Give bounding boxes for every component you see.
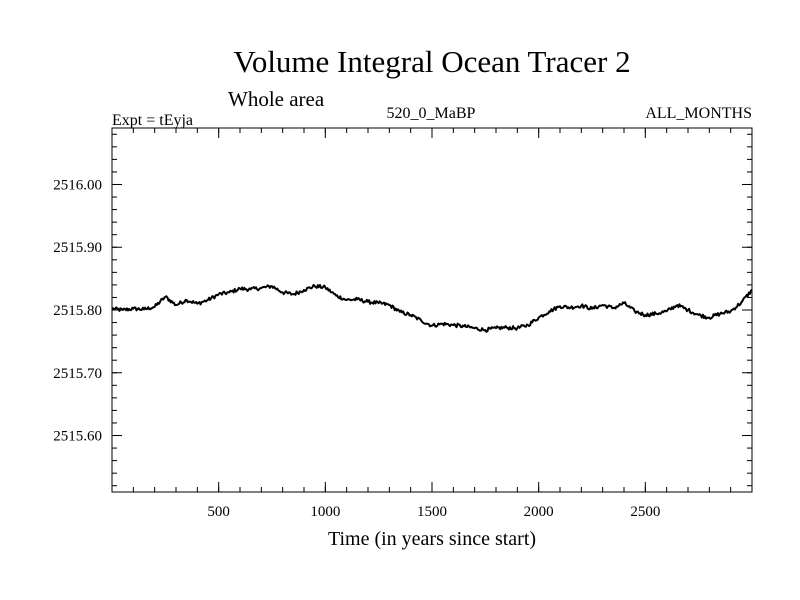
y-tick-label: 2515.90	[53, 240, 102, 256]
x-tick-label: 1500	[417, 504, 447, 520]
x-axis-title: Time (in years since start)	[328, 528, 536, 550]
x-tick-label: 1000	[310, 504, 340, 520]
experiment-label: Expt = tEyja	[112, 112, 193, 129]
months-label: ALL_MONTHS	[645, 105, 752, 122]
y-axis: 2516.00 2515.90 2515.80 2515.70 2515.60	[53, 177, 752, 445]
chart-subtitle: Whole area	[228, 87, 325, 111]
y-tick-label: 2515.70	[53, 366, 102, 382]
plot-frame	[111, 127, 753, 493]
x-tick-label: 500	[207, 504, 230, 520]
y-tick-label: 2515.80	[53, 303, 102, 319]
period-label: 520_0_MaBP	[387, 105, 476, 122]
y-tick-label: 2515.60	[53, 429, 102, 445]
y-tick-label: 2516.00	[53, 177, 102, 193]
data-series-line	[111, 283, 753, 333]
y-minor-ticks	[112, 133, 752, 487]
x-axis: 500 1000 1500 2000 2500	[207, 128, 660, 520]
x-minor-ticks	[132, 128, 732, 492]
x-tick-label: 2500	[630, 504, 660, 520]
x-tick-label: 2000	[524, 504, 554, 520]
chart-title: Volume Integral Ocean Tracer 2	[233, 44, 630, 79]
